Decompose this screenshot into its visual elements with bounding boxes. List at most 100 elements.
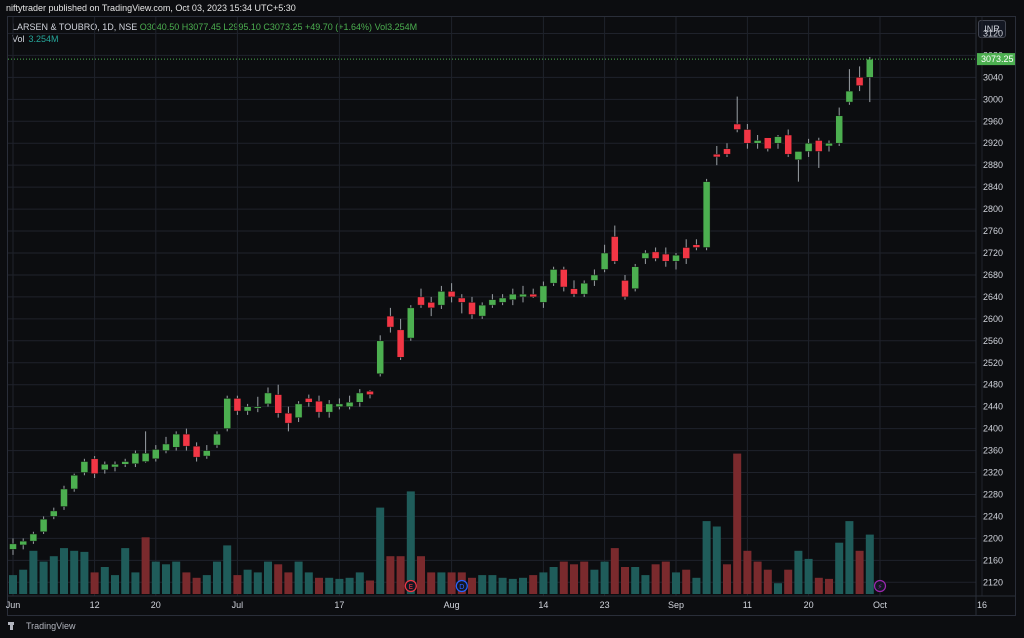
candle-body xyxy=(866,59,874,78)
volume-bar xyxy=(651,564,660,594)
volume-bar xyxy=(804,558,813,594)
candle-body xyxy=(141,453,150,462)
volume-bar xyxy=(682,569,691,594)
price-tick-label: 2800 xyxy=(983,204,1003,214)
candle-body xyxy=(407,307,415,339)
volume-bar xyxy=(845,521,854,594)
candle-body xyxy=(631,266,639,289)
volume-bar xyxy=(590,569,599,594)
volume-bar xyxy=(417,556,425,594)
price-tick-label: 2320 xyxy=(983,468,1003,478)
volume-bar xyxy=(406,491,415,594)
volume-bar xyxy=(253,572,262,594)
volume-bar xyxy=(539,572,548,594)
time-tick-label: 11 xyxy=(743,600,752,610)
candle-body xyxy=(519,293,527,298)
candle-body xyxy=(356,392,364,403)
volume-bar xyxy=(855,550,864,594)
price-tick-label: 3120 xyxy=(983,28,1003,38)
candle-body xyxy=(243,406,252,412)
volume-bar xyxy=(723,564,731,594)
volume-bar xyxy=(610,548,619,594)
volume-bar xyxy=(498,577,507,594)
candle-body xyxy=(600,252,609,270)
price-tick-label: 2720 xyxy=(983,248,1003,258)
last-price-label: 3073.25 xyxy=(981,54,1014,64)
candle-body xyxy=(213,433,221,446)
candle-body xyxy=(539,285,548,303)
volume-bar xyxy=(519,577,527,594)
candle-body xyxy=(774,136,782,144)
volume-bar xyxy=(49,556,58,594)
candle-body xyxy=(570,288,578,295)
volume-bar xyxy=(835,542,844,594)
volume-bar xyxy=(702,521,711,594)
price-tick-label: 2600 xyxy=(983,314,1003,324)
time-tick-label: Aug xyxy=(444,600,460,610)
volume-bar xyxy=(580,561,589,594)
price-tick-label: 3000 xyxy=(983,94,1003,104)
candle-body xyxy=(19,540,27,546)
volume-bar xyxy=(202,575,211,594)
volume-bar xyxy=(549,567,558,594)
volume-bar xyxy=(325,577,334,594)
candle-body xyxy=(305,398,313,403)
symbol-legend: LARSEN & TOUBRO, 1D, NSE O3040.50 H3077.… xyxy=(12,22,417,32)
volume-inline: Vol3.254M xyxy=(374,22,418,32)
candle-body xyxy=(396,329,405,358)
time-tick-label: 23 xyxy=(600,600,610,610)
candle-body xyxy=(335,403,344,407)
candle-body xyxy=(315,400,323,413)
event-markers: E D ⚡ xyxy=(404,579,887,593)
last-price-tag xyxy=(977,53,1015,66)
candle-body xyxy=(529,293,537,298)
candle-body xyxy=(233,398,242,412)
volume-bar xyxy=(743,550,752,594)
volume-bar xyxy=(284,572,293,594)
volume-bar xyxy=(478,575,487,594)
volume-bar xyxy=(335,578,344,594)
volume-bar xyxy=(121,548,130,594)
symbol-name[interactable]: LARSEN & TOUBRO, 1D, NSE xyxy=(12,22,138,32)
candle-body xyxy=(804,142,813,152)
volume-bar xyxy=(763,569,772,594)
volume-bar xyxy=(182,572,191,594)
candle-body xyxy=(131,453,140,464)
price-tick-label: 2440 xyxy=(983,402,1003,412)
candle-body xyxy=(366,391,374,395)
candle-body xyxy=(825,142,833,147)
chart-frame xyxy=(7,16,1016,616)
tradingview-logo[interactable]: TradingView xyxy=(8,621,76,631)
volume-bar xyxy=(9,575,17,594)
event-marker xyxy=(873,579,887,593)
candle-body xyxy=(162,443,170,451)
candle-body xyxy=(478,304,486,317)
candle-body xyxy=(70,475,78,490)
volume-bar xyxy=(274,564,283,594)
volume-bar xyxy=(29,550,38,594)
candle-body xyxy=(447,291,456,298)
volume-bar xyxy=(213,561,221,594)
candle-body xyxy=(753,140,762,144)
candle-body xyxy=(294,403,303,418)
price-tick-label: 2160 xyxy=(983,555,1003,565)
time-tick-label: Jul xyxy=(232,600,244,610)
volume-bar xyxy=(753,561,762,594)
volume-bar xyxy=(19,569,28,594)
currency-button[interactable]: INR xyxy=(978,20,1006,38)
volume-bar xyxy=(39,561,48,594)
candle-body xyxy=(468,302,476,315)
volume-bar xyxy=(508,578,517,594)
candles xyxy=(9,57,874,555)
close-value: C3073.25 xyxy=(263,22,303,32)
candle-body xyxy=(560,269,568,288)
candle-body xyxy=(815,140,823,152)
volume-bar xyxy=(814,577,823,594)
price-tick-label: 2960 xyxy=(983,116,1003,126)
volume-bar xyxy=(692,577,701,594)
candle-body xyxy=(172,433,180,448)
volume-label: Vol xyxy=(12,34,25,44)
tradingview-logo-text: TradingView xyxy=(26,621,76,631)
time-tick-label: Sep xyxy=(668,600,684,610)
